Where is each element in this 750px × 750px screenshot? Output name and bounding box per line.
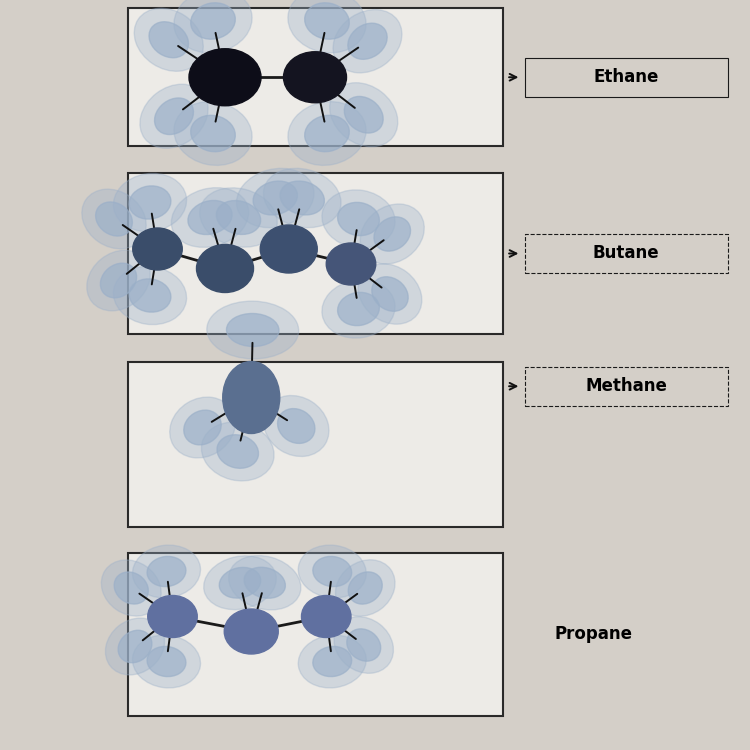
FancyBboxPatch shape <box>128 362 502 526</box>
Ellipse shape <box>338 202 380 236</box>
Ellipse shape <box>223 362 280 434</box>
Ellipse shape <box>288 101 366 166</box>
Ellipse shape <box>263 168 341 228</box>
Ellipse shape <box>313 556 352 586</box>
Ellipse shape <box>148 596 197 638</box>
Ellipse shape <box>338 292 380 326</box>
Ellipse shape <box>174 0 252 53</box>
Ellipse shape <box>348 572 382 604</box>
Text: Methane: Methane <box>585 377 668 395</box>
Ellipse shape <box>149 22 188 58</box>
Text: Ethane: Ethane <box>593 68 659 86</box>
Ellipse shape <box>360 204 424 264</box>
Ellipse shape <box>129 186 171 219</box>
Ellipse shape <box>196 244 254 292</box>
Ellipse shape <box>184 410 221 445</box>
Ellipse shape <box>358 264 422 324</box>
Ellipse shape <box>106 618 164 675</box>
Ellipse shape <box>118 630 152 663</box>
Ellipse shape <box>304 116 350 152</box>
Ellipse shape <box>202 422 274 481</box>
Ellipse shape <box>236 168 314 228</box>
Ellipse shape <box>101 560 161 616</box>
Ellipse shape <box>147 646 186 676</box>
Ellipse shape <box>170 397 236 458</box>
Ellipse shape <box>326 243 376 285</box>
Ellipse shape <box>348 23 387 59</box>
Ellipse shape <box>219 568 261 598</box>
Ellipse shape <box>302 596 351 638</box>
Ellipse shape <box>100 263 136 298</box>
Ellipse shape <box>204 556 276 610</box>
Ellipse shape <box>304 3 350 39</box>
Ellipse shape <box>216 200 261 235</box>
Ellipse shape <box>334 616 394 674</box>
Ellipse shape <box>298 545 366 598</box>
Ellipse shape <box>87 251 150 310</box>
Ellipse shape <box>133 228 182 270</box>
Ellipse shape <box>260 225 317 273</box>
Ellipse shape <box>244 567 286 598</box>
Ellipse shape <box>226 314 279 346</box>
Ellipse shape <box>200 188 278 248</box>
Ellipse shape <box>330 82 398 147</box>
Ellipse shape <box>114 572 148 604</box>
Ellipse shape <box>189 49 261 106</box>
Ellipse shape <box>224 609 278 654</box>
Ellipse shape <box>278 409 315 443</box>
FancyBboxPatch shape <box>128 553 502 716</box>
Ellipse shape <box>207 301 298 359</box>
Ellipse shape <box>333 10 402 73</box>
Ellipse shape <box>188 200 232 235</box>
Text: Propane: Propane <box>555 625 633 643</box>
Ellipse shape <box>280 181 325 215</box>
Ellipse shape <box>322 280 395 338</box>
Ellipse shape <box>284 52 346 103</box>
Ellipse shape <box>113 173 187 232</box>
FancyBboxPatch shape <box>128 172 502 334</box>
Ellipse shape <box>313 646 352 676</box>
FancyBboxPatch shape <box>128 8 502 146</box>
Ellipse shape <box>374 217 410 251</box>
Ellipse shape <box>298 635 366 688</box>
Ellipse shape <box>253 181 298 215</box>
Ellipse shape <box>174 101 252 166</box>
Ellipse shape <box>95 202 133 236</box>
Ellipse shape <box>263 395 329 457</box>
Ellipse shape <box>372 277 408 311</box>
Ellipse shape <box>133 545 200 598</box>
Ellipse shape <box>190 3 236 39</box>
Ellipse shape <box>288 0 366 53</box>
Ellipse shape <box>346 628 381 662</box>
Ellipse shape <box>171 188 249 248</box>
Ellipse shape <box>140 84 208 148</box>
Ellipse shape <box>129 279 171 312</box>
Ellipse shape <box>229 556 301 610</box>
Ellipse shape <box>154 98 194 134</box>
Text: Butane: Butane <box>593 244 659 262</box>
Ellipse shape <box>133 635 200 688</box>
Ellipse shape <box>344 97 383 133</box>
Ellipse shape <box>134 8 203 71</box>
Ellipse shape <box>147 556 186 586</box>
Ellipse shape <box>190 116 236 152</box>
Ellipse shape <box>113 266 187 325</box>
Ellipse shape <box>322 190 395 248</box>
Ellipse shape <box>82 189 146 249</box>
Ellipse shape <box>217 435 259 468</box>
Ellipse shape <box>335 560 395 616</box>
